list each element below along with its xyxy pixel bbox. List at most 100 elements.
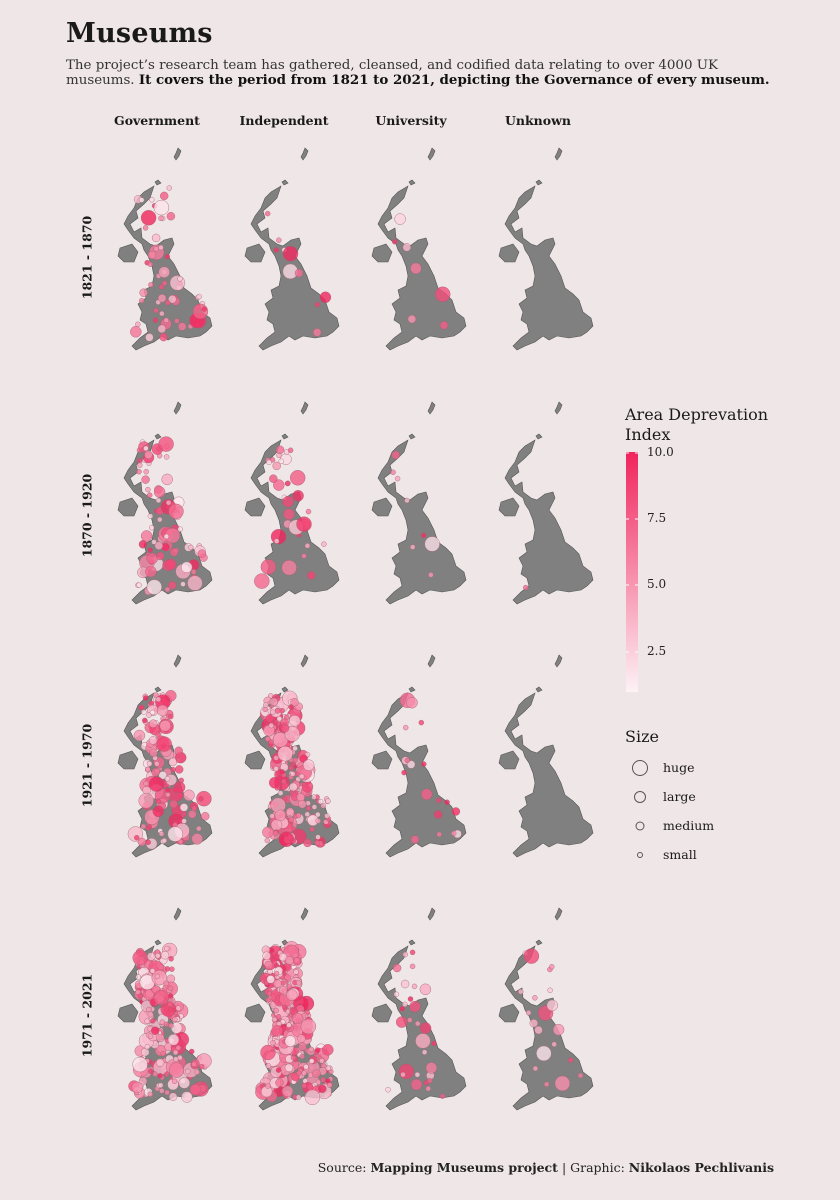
museum-point: [549, 964, 555, 970]
museum-point: [546, 999, 558, 1012]
museum-point: [159, 191, 169, 201]
museum-point: [196, 825, 202, 832]
museum-point: [198, 1063, 205, 1070]
museum-point: [284, 1035, 296, 1047]
museum-point: [163, 533, 170, 540]
museum-point: [168, 1092, 178, 1101]
museum-point: [439, 1093, 446, 1099]
color-legend-title: Area Deprevation Index: [625, 405, 769, 444]
museum-point: [402, 951, 408, 958]
museum-point: [161, 542, 170, 552]
museum-point: [260, 559, 277, 575]
museum-point: [165, 787, 171, 793]
museum-point: [163, 945, 170, 952]
museum-point: [419, 1022, 432, 1034]
museum-point: [174, 746, 183, 755]
museum-point: [269, 697, 279, 707]
museum-point: [279, 985, 288, 995]
museum-point: [315, 834, 321, 840]
museum-point: [148, 282, 154, 288]
museum-point: [147, 250, 157, 260]
museum-point: [164, 300, 171, 306]
museum-point: [415, 1033, 431, 1049]
museum-point: [146, 579, 163, 595]
museum-point: [547, 987, 553, 993]
museum-point: [163, 1071, 170, 1078]
museum-point: [431, 1040, 437, 1047]
museum-point: [157, 294, 167, 303]
museum-point: [270, 709, 276, 715]
museum-point: [299, 773, 305, 780]
museum-point: [290, 838, 297, 844]
museum-point: [177, 526, 183, 532]
museum-point: [315, 818, 321, 824]
museum-point: [143, 469, 149, 475]
museum-point: [322, 1044, 334, 1056]
museum-point: [400, 1071, 406, 1078]
museum-point: [284, 480, 291, 487]
museum-point: [435, 286, 451, 302]
museum-point: [262, 826, 274, 838]
museum-point: [276, 237, 282, 243]
uk-map-university-0: [371, 147, 467, 351]
museum-point: [406, 760, 416, 769]
size-legend-huge: [632, 760, 648, 776]
museum-point: [152, 317, 159, 323]
museum-point: [320, 1077, 326, 1083]
museum-point: [157, 324, 167, 334]
museum-point: [146, 492, 153, 498]
museum-point: [183, 789, 195, 801]
museum-point: [196, 791, 212, 807]
museum-point: [164, 966, 171, 972]
museum-point: [406, 697, 418, 709]
museum-point: [281, 560, 297, 576]
museum-point: [319, 291, 332, 303]
museum-point: [285, 807, 295, 816]
museum-point: [145, 766, 151, 772]
museum-point: [167, 1007, 174, 1013]
museum-point: [168, 956, 174, 962]
museum-point: [138, 704, 145, 711]
museum-point: [181, 818, 187, 824]
museum-point: [403, 724, 409, 731]
museum-point: [444, 799, 450, 805]
museum-point: [268, 722, 274, 729]
museum-point: [188, 810, 197, 819]
museum-point: [138, 197, 145, 203]
museum-point: [146, 1006, 152, 1013]
museum-point: [273, 247, 279, 253]
museum-point: [543, 1081, 550, 1088]
museum-point: [180, 581, 186, 587]
museum-point: [319, 1058, 325, 1064]
museum-point: [401, 769, 407, 776]
museum-point: [299, 1053, 305, 1060]
museum-point: [174, 765, 184, 774]
museum-point: [166, 185, 173, 191]
museum-point: [160, 951, 170, 960]
museum-point: [145, 839, 151, 845]
museum-point: [156, 736, 172, 752]
museum-point: [273, 766, 279, 772]
museum-point: [169, 548, 179, 557]
museum-point: [164, 1089, 170, 1096]
museum-point: [151, 233, 161, 243]
museum-point: [518, 989, 524, 995]
museum-point: [149, 748, 158, 757]
museum-point: [434, 810, 443, 819]
museum-point: [157, 1082, 164, 1089]
museum-point: [155, 497, 162, 504]
museum-point: [168, 757, 178, 767]
museum-point: [309, 826, 315, 832]
museum-point: [153, 989, 169, 1006]
museum-point: [320, 1062, 326, 1069]
museum-point: [141, 475, 150, 484]
museum-point: [280, 724, 290, 733]
museum-point: [410, 835, 420, 844]
size-legend-large: [634, 791, 646, 803]
uk-map-university-1: [371, 401, 467, 605]
museum-point: [428, 572, 434, 578]
museum-point: [165, 500, 172, 506]
museum-point: [320, 803, 326, 809]
museum-point: [155, 1058, 165, 1067]
